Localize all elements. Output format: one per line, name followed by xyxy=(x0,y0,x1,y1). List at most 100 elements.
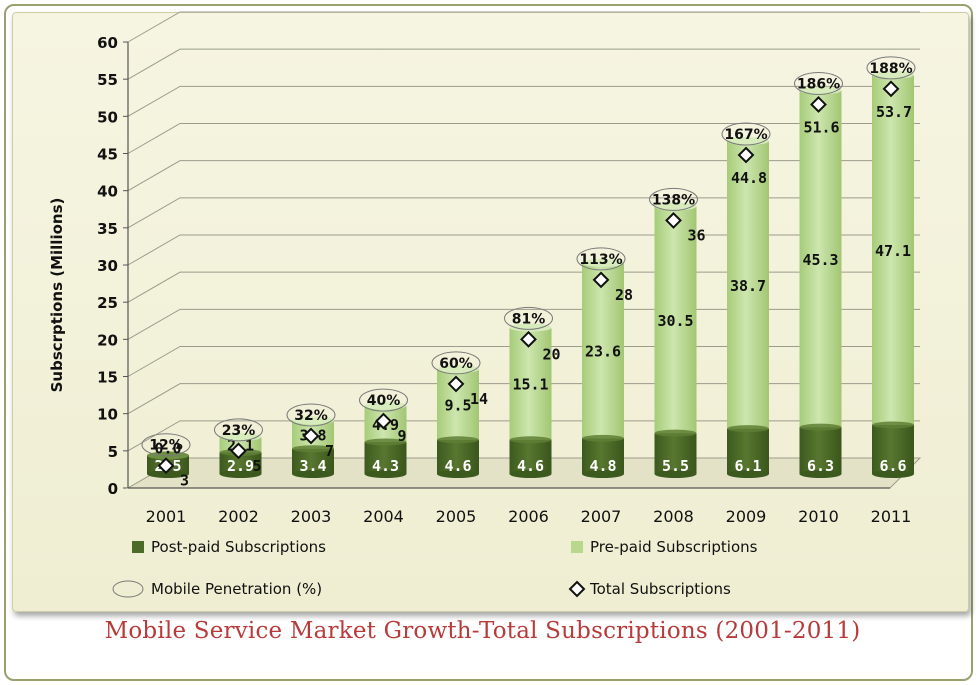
x-tick-label: 2006 xyxy=(508,507,549,526)
postpaid-value-label: 6.6 xyxy=(879,457,906,475)
bar-segment-joint xyxy=(727,425,769,433)
penetration-ellipse xyxy=(576,247,626,271)
total-value-label: 20 xyxy=(543,345,561,363)
gridline xyxy=(127,11,920,43)
bar-segment-joint xyxy=(292,445,334,453)
prepaid-value-label: 45.3 xyxy=(802,251,838,269)
total-value-label: 5 xyxy=(253,457,262,475)
bar-postpaid xyxy=(799,427,842,474)
bar-prepaid xyxy=(654,206,697,434)
total-value-label: 3 xyxy=(180,472,189,490)
penetration-ellipse xyxy=(359,388,408,412)
bar-postpaid-base xyxy=(147,470,189,478)
penetration-value-label: 60% xyxy=(439,356,473,372)
penetration-value-label: 167% xyxy=(724,127,767,143)
prepaid-value-label: 23.6 xyxy=(585,343,621,361)
y-tick-label: 15 xyxy=(97,369,118,387)
postpaid-value-label: 4.8 xyxy=(589,457,616,475)
total-value-label: 36 xyxy=(688,226,706,244)
total-value-label: 7 xyxy=(325,442,334,460)
penetration-ellipse xyxy=(721,122,771,146)
bar-prepaid-top xyxy=(437,365,479,374)
total-value-label: 51.6 xyxy=(803,118,839,136)
y-tick-label: 10 xyxy=(97,406,118,424)
penetration-ellipse xyxy=(141,433,191,457)
total-value-label: 9 xyxy=(398,427,407,445)
y-tick-label: 40 xyxy=(97,183,118,201)
x-tick-label: 2003 xyxy=(291,507,332,526)
total-diamond-marker xyxy=(447,375,465,393)
total-value-label: 53.7 xyxy=(876,103,912,121)
bar-prepaid-top xyxy=(364,401,407,410)
legend-penetration-ellipse xyxy=(112,580,144,598)
total-diamond-marker xyxy=(592,271,610,289)
postpaid-value-label: 5.5 xyxy=(662,457,689,475)
bar-prepaid xyxy=(509,327,552,440)
penetration-ellipse xyxy=(504,306,553,330)
penetration-value-label: 138% xyxy=(652,192,695,208)
x-tick-label: 2010 xyxy=(798,507,839,526)
y-tick-label: 35 xyxy=(97,220,118,238)
x-tick-label: 2002 xyxy=(218,507,259,526)
total-diamond-marker xyxy=(302,427,320,445)
legend-postpaid-label: Post-paid Subscriptions xyxy=(151,538,326,556)
bar-postpaid-base xyxy=(219,470,262,478)
bar-postpaid xyxy=(654,433,697,474)
chart-caption: Mobile Service Market Growth-Total Subsc… xyxy=(104,618,861,644)
prepaid-value-label: 30.5 xyxy=(657,312,693,330)
total-diamond-marker xyxy=(810,96,827,113)
bar-postpaid xyxy=(509,439,552,474)
gridline xyxy=(127,85,920,117)
y-tick-label: 30 xyxy=(97,257,118,275)
legend-postpaid-swatch xyxy=(132,541,144,553)
bar-postpaid-base xyxy=(509,470,552,478)
bar-postpaid xyxy=(727,428,769,474)
x-tick-label: 2011 xyxy=(871,507,912,526)
legend-penetration-label: Mobile Penetration (%) xyxy=(151,580,322,598)
postpaid-value-label: 2.9 xyxy=(227,457,254,475)
bar-prepaid xyxy=(727,140,769,429)
gridline xyxy=(127,123,920,154)
total-diamond-marker xyxy=(520,330,537,348)
bar-prepaid-top xyxy=(582,258,624,267)
total-diamond-marker xyxy=(375,412,392,430)
gridline xyxy=(127,48,920,80)
total-value-label: 44.8 xyxy=(731,169,767,187)
y-tick-label: 45 xyxy=(97,146,118,164)
x-tick-label: 2005 xyxy=(436,507,477,526)
prepaid-value-label: 38.7 xyxy=(730,277,766,295)
total-diamond-marker xyxy=(230,442,247,460)
bar-prepaid xyxy=(872,74,914,425)
postpaid-value-label: 6.3 xyxy=(807,457,834,475)
gridline xyxy=(127,160,920,192)
bar-postpaid-base xyxy=(437,470,479,478)
penetration-ellipse xyxy=(431,351,481,375)
bar-postpaid xyxy=(437,439,479,474)
y-tick-label: 55 xyxy=(97,71,118,89)
postpaid-value-label: 6.1 xyxy=(734,457,761,475)
bar-postpaid-base xyxy=(654,470,697,478)
y-tick-label: 50 xyxy=(97,108,118,126)
total-diamond-marker xyxy=(882,80,900,98)
bar-segment-joint xyxy=(872,421,914,429)
y-tick-label: 20 xyxy=(97,331,118,349)
penetration-ellipse xyxy=(866,56,916,80)
penetration-value-label: 40% xyxy=(367,393,401,409)
x-tick-label: 2007 xyxy=(581,507,622,526)
prepaid-value-label: 9.5 xyxy=(444,396,471,414)
bar-segment-joint xyxy=(582,434,624,442)
penetration-value-label: 12% xyxy=(149,438,183,454)
bar-postpaid-base xyxy=(582,470,624,478)
bar-segment-joint xyxy=(654,429,697,437)
penetration-value-label: 186% xyxy=(797,76,840,92)
total-value-label: 28 xyxy=(615,286,633,304)
x-tick-label: 2008 xyxy=(653,507,694,526)
y-tick-label: 25 xyxy=(97,294,118,312)
prepaid-value-label: 15.1 xyxy=(512,376,548,394)
penetration-ellipse xyxy=(649,187,698,211)
x-tick-label: 2009 xyxy=(726,507,767,526)
bar-segment-joint xyxy=(799,423,842,431)
total-value-label: 14 xyxy=(470,390,488,408)
total-diamond-marker xyxy=(665,211,682,229)
